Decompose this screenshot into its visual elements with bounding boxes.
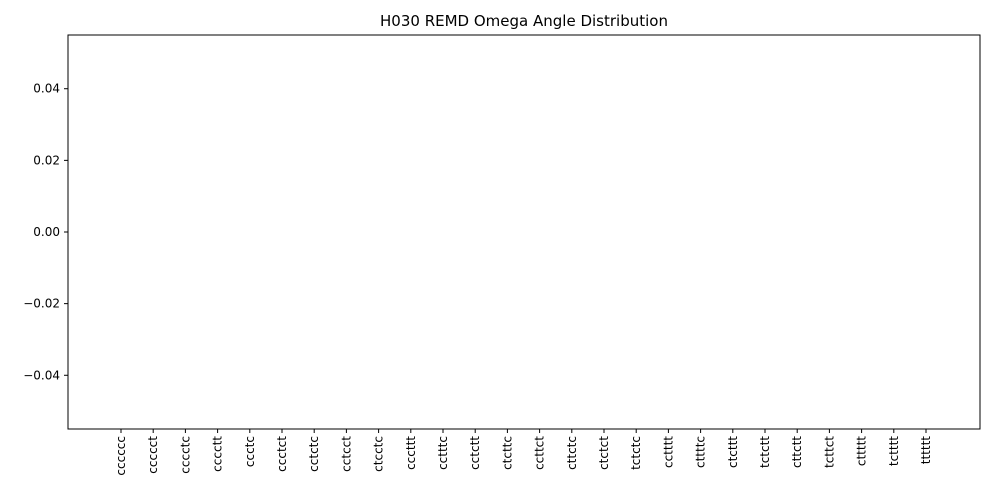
x-tick-label: cctttt bbox=[661, 436, 675, 468]
x-tick-label: cttctt bbox=[790, 436, 804, 468]
y-tick-label: 0.04 bbox=[33, 82, 60, 96]
x-tick-label: cttttt bbox=[855, 436, 869, 466]
x-tick-label: cccctt bbox=[211, 436, 225, 472]
x-tick-label: ctcctc bbox=[372, 436, 386, 472]
x-tick-label: ccttct bbox=[533, 436, 547, 470]
x-tick-label: cttttc bbox=[694, 436, 708, 468]
x-tick-label: cttctc bbox=[565, 436, 579, 470]
x-tick-label: cctcct bbox=[339, 436, 353, 472]
x-tick-label: tctctc bbox=[629, 436, 643, 470]
y-tick-label: 0.02 bbox=[33, 153, 60, 167]
x-tick-label: ctctct bbox=[597, 436, 611, 470]
x-tick-label: cctttc bbox=[436, 436, 450, 470]
y-tick-label: −0.02 bbox=[23, 297, 60, 311]
x-tick-label: ccctc bbox=[243, 436, 257, 467]
y-tick-label: 0.00 bbox=[33, 225, 60, 239]
x-tick-label: cccccc bbox=[114, 436, 128, 476]
x-tick-label: tctctt bbox=[758, 436, 772, 468]
x-tick-label: cccctc bbox=[178, 436, 192, 474]
x-tick-label: ccccct bbox=[146, 436, 160, 474]
x-tick-label: cccttt bbox=[404, 436, 418, 470]
x-tick-label: tcttct bbox=[822, 436, 836, 468]
y-tick-label: −0.04 bbox=[23, 368, 60, 382]
x-tick-label: cctctt bbox=[468, 436, 482, 470]
chart-title: H030 REMD Omega Angle Distribution bbox=[380, 12, 668, 30]
y-axis: −0.04 −0.02 0.00 0.02 0.04 bbox=[23, 82, 68, 382]
x-axis: cccccc ccccct cccctc cccctt ccctc ccctct cctct… bbox=[114, 429, 933, 476]
x-tick-label: tctttt bbox=[887, 436, 901, 466]
x-tick-label: ctcttc bbox=[500, 436, 514, 470]
x-tick-label: tttttt bbox=[919, 436, 933, 465]
plot-frame bbox=[67, 34, 981, 430]
x-tick-label: cctctc bbox=[307, 436, 321, 472]
x-tick-label: ccctct bbox=[275, 436, 289, 472]
x-tick-label: ctcttt bbox=[726, 436, 740, 468]
